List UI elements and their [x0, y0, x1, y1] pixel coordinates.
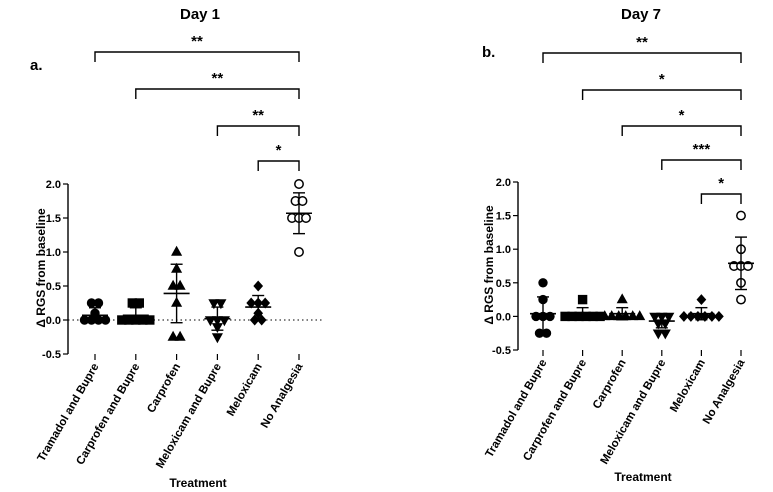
- data-point: [211, 333, 223, 344]
- y-tick-label: 1.0: [496, 244, 511, 256]
- data-point: [714, 310, 724, 322]
- data-point: [652, 319, 664, 330]
- x-tick-label: No Analgesia: [259, 361, 306, 430]
- data-point: [145, 315, 155, 325]
- data-point: [577, 294, 588, 305]
- data-point: [679, 310, 689, 322]
- chart-title: Day 7: [621, 6, 661, 23]
- data-point: [171, 245, 183, 256]
- x-tick-label: Carprofen: [591, 358, 629, 412]
- significance-label: *: [659, 71, 665, 88]
- y-tick-label: 1.5: [496, 211, 511, 223]
- significance-label: ***: [693, 141, 711, 158]
- data-point: [208, 299, 220, 310]
- y-axis-label: Δ RGS from baseline: [34, 208, 48, 328]
- significance-label: *: [718, 175, 724, 192]
- x-axis-label: Treatment: [169, 476, 226, 490]
- data-point: [301, 213, 311, 223]
- data-point: [659, 319, 671, 330]
- data-point: [134, 298, 145, 308]
- panel-day7: Day 7 b. Δ RGS from baseline Treatment -…: [482, 6, 754, 484]
- data-point: [174, 279, 186, 290]
- panel-label: a.: [30, 57, 43, 74]
- significance-bracket: [661, 159, 742, 170]
- significance-label: *: [679, 107, 685, 124]
- y-tick-label: -0.5: [492, 345, 511, 357]
- y-tick-label: 0.0: [496, 311, 511, 323]
- data-point: [215, 299, 227, 310]
- significance-label: **: [636, 34, 648, 51]
- significance-bracket: [621, 125, 742, 136]
- data-point: [538, 278, 548, 288]
- y-tick-label: 1.5: [46, 213, 61, 225]
- data-point: [652, 329, 664, 340]
- data-point: [659, 329, 671, 340]
- x-axis-label: Treatment: [614, 470, 671, 484]
- y-tick-label: 2.0: [46, 179, 61, 191]
- y-tick-label: 0.5: [496, 278, 511, 290]
- significance-label: **: [191, 33, 203, 50]
- significance-bracket: [94, 51, 300, 62]
- data-point: [606, 310, 618, 321]
- data-point: [649, 312, 661, 323]
- significance-label: *: [276, 142, 282, 159]
- data-point: [93, 298, 104, 308]
- significance-bracket: [581, 89, 742, 100]
- y-tick-label: 0.5: [46, 281, 61, 293]
- significance-bracket: [135, 88, 300, 99]
- y-tick-label: 2.0: [496, 177, 511, 189]
- y-tick-label: 1.0: [46, 247, 61, 259]
- x-tick-label: Meloxicam: [225, 362, 265, 419]
- x-tick-label: Meloxicam: [668, 358, 708, 415]
- data-point: [616, 293, 628, 304]
- data-point: [167, 279, 179, 290]
- data-point: [294, 179, 304, 189]
- data-point: [696, 294, 707, 306]
- significance-bracket: [257, 160, 300, 171]
- significance-bracket: [216, 125, 300, 136]
- data-point: [253, 280, 264, 292]
- data-point: [100, 315, 111, 325]
- data-point: [736, 210, 746, 221]
- data-point: [167, 330, 179, 341]
- data-point: [294, 247, 304, 257]
- panel-label: b.: [482, 44, 495, 61]
- y-axis-label: Δ RGS from baseline: [482, 205, 496, 325]
- chart-title: Day 1: [180, 6, 220, 23]
- y-tick-label: -0.5: [42, 349, 61, 361]
- y-tick-label: 0.0: [46, 315, 61, 327]
- data-point: [627, 310, 639, 321]
- x-tick-label: Carprofen: [145, 362, 183, 416]
- significance-bracket: [700, 193, 742, 204]
- significance-label: **: [212, 70, 224, 87]
- significance-label: **: [252, 107, 264, 124]
- panel-day1: Day 1 a. Δ RGS from baseline Treatment -…: [30, 6, 322, 490]
- data-point: [634, 310, 646, 321]
- data-point: [174, 330, 186, 341]
- x-tick-label: No Analgesia: [701, 357, 748, 426]
- data-point: [599, 310, 611, 321]
- significance-bracket: [542, 52, 742, 63]
- data-point: [736, 294, 746, 305]
- data-point: [663, 312, 675, 323]
